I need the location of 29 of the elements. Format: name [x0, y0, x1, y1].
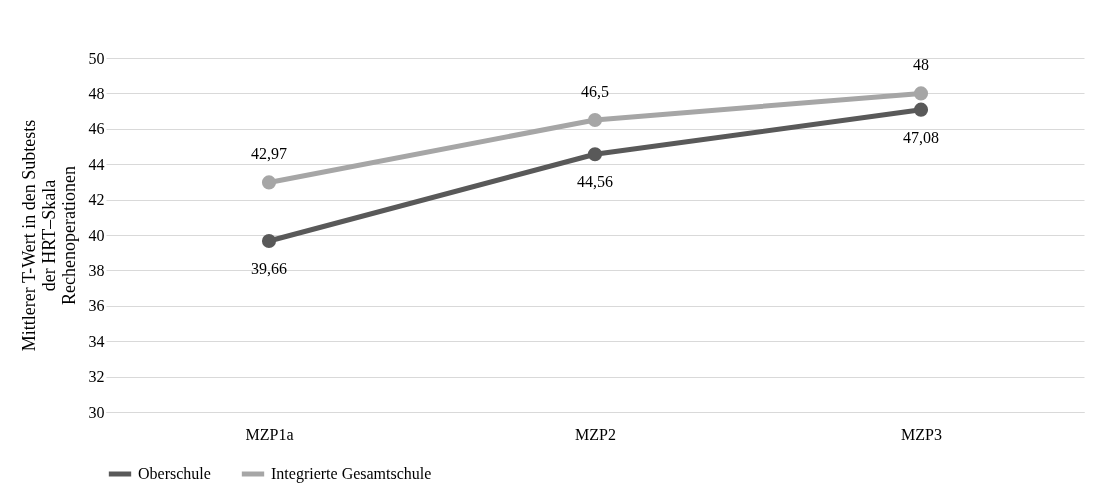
y-tick-label: 42 — [88, 191, 105, 209]
data-label: 47,08 — [903, 128, 939, 146]
data-label: 46,5 — [581, 82, 609, 100]
data-label: 39,66 — [251, 260, 287, 278]
y-tick-label: 40 — [88, 226, 105, 244]
point — [261, 233, 277, 249]
point — [587, 147, 603, 162]
y-tick-label: 34 — [88, 332, 105, 350]
data-label: 48 — [913, 56, 929, 74]
y-axis-title: Mittlerer T-Wert in den Subtests der HRT–Skala Rechenoperationen — [18, 119, 79, 352]
point — [913, 102, 929, 117]
y-tick-label: 46 — [88, 120, 105, 138]
x-tick-label: MZP3 — [901, 425, 942, 443]
point — [261, 175, 277, 190]
x-tick-label: MZP1a — [245, 425, 294, 443]
y-tick-label: 36 — [88, 297, 105, 315]
y-tick-label: 44 — [88, 155, 105, 173]
point — [913, 86, 929, 101]
x-tick-label: MZP2 — [575, 425, 616, 443]
legend-label: Integrierte Gesamtschule — [271, 465, 432, 483]
legend-label: Oberschule — [138, 465, 211, 482]
y-tick-label: 48 — [88, 84, 105, 102]
y-tick-label: 30 — [88, 403, 105, 421]
y-tick-label: 38 — [88, 261, 105, 279]
y-tick-label: 32 — [88, 368, 105, 386]
point — [587, 112, 603, 128]
data-label: 42,97 — [251, 145, 287, 163]
data-label: 44,56 — [577, 173, 613, 191]
y-tick-label: 50 — [88, 49, 105, 67]
